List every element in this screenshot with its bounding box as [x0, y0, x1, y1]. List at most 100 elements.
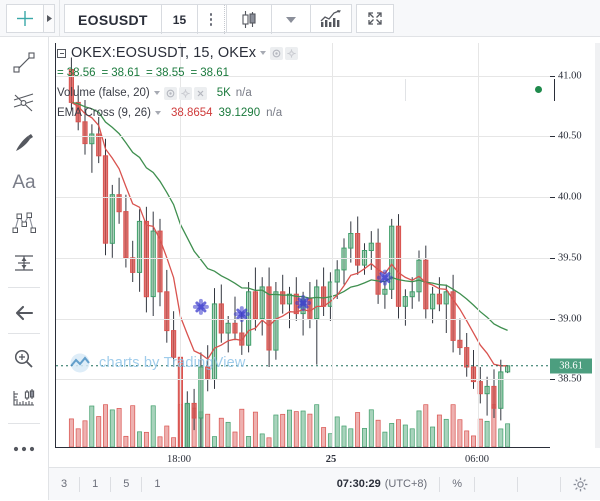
- candlestick-plot[interactable]: [56, 43, 550, 448]
- price-axis[interactable]: 41.00 40.50 40.00 39.50 39.00 38.50 38.61: [550, 43, 594, 448]
- price-tick: [550, 379, 555, 381]
- auto-scale-button[interactable]: [518, 468, 560, 501]
- eye-icon[interactable]: [163, 86, 177, 100]
- fullscreen-button[interactable]: [356, 4, 394, 33]
- volume-bar: [273, 414, 279, 447]
- volume-bar: [252, 411, 258, 447]
- text-tool[interactable]: Aa: [0, 163, 48, 203]
- volume-bar: [103, 404, 108, 447]
- ohlc-sep-high: =: [101, 67, 109, 79]
- volume-bar: [89, 405, 95, 447]
- candle-body: [225, 322, 231, 334]
- divider: [197, 5, 199, 34]
- candle-body: [457, 339, 463, 349]
- interval-more-button[interactable]: [198, 5, 224, 34]
- indicators-button[interactable]: [310, 4, 352, 33]
- divider: [224, 5, 226, 34]
- ema-study-name[interactable]: EMA Cross (9, 26): [57, 107, 151, 119]
- toolbar-divider: [8, 423, 40, 424]
- market-open-dot: [535, 86, 542, 93]
- price-label: 40.50: [558, 130, 582, 142]
- candle-body: [436, 293, 442, 305]
- chart-pane[interactable]: [55, 43, 550, 448]
- interval-button[interactable]: 15: [172, 12, 187, 27]
- candle-body: [218, 303, 224, 334]
- price-range-icon: [15, 255, 33, 271]
- close-x-icon[interactable]: [193, 86, 207, 100]
- symbol-button[interactable]: EOSUSDT: [78, 11, 148, 28]
- volume-study-name[interactable]: Volume (false, 20): [57, 87, 150, 99]
- price-axis-scrollbar[interactable]: [595, 43, 600, 448]
- candle-body: [150, 230, 156, 298]
- ohlc-open: 38.56: [66, 67, 96, 79]
- candle-body: [198, 366, 204, 419]
- fib-retracement-tool[interactable]: [0, 83, 48, 123]
- chart-settings-button[interactable]: [561, 468, 600, 501]
- chevron-down-icon[interactable]: [153, 91, 160, 95]
- chart-style-dropdown-button[interactable]: [272, 5, 310, 34]
- legend-divider-right: [554, 79, 555, 101]
- range-button-3[interactable]: 3: [61, 478, 68, 490]
- time-label: 06:00: [465, 454, 489, 465]
- eye-icon[interactable]: [270, 46, 284, 60]
- zoom-tool[interactable]: [0, 339, 48, 379]
- clock-display[interactable]: 07:30:29 (UTC+8): [333, 468, 432, 501]
- volume-bar: [355, 412, 361, 447]
- three-dots-horizontal-icon: [13, 446, 35, 452]
- range-button-1y[interactable]: 1: [154, 478, 161, 490]
- gear-icon[interactable]: [178, 86, 192, 100]
- crosshair-expand-button[interactable]: [44, 4, 55, 33]
- bottom-status-bar: 3 1 5 1 07:30:29 (UTC+8) %: [49, 467, 600, 500]
- ema-fast-value: 38.8654: [170, 107, 213, 119]
- volume-bar: [205, 413, 211, 447]
- crosshair-tool-button[interactable]: [6, 4, 44, 33]
- brush-icon: [16, 134, 33, 151]
- volume-bar: [130, 405, 136, 447]
- left-drawing-toolbar: Aa: [0, 37, 49, 500]
- candle-body: [491, 385, 497, 409]
- candle-body: [375, 242, 381, 295]
- ema-cross-marker: [233, 306, 250, 323]
- pattern-tool[interactable]: [0, 203, 48, 243]
- candle-body: [136, 220, 143, 273]
- candle-body: [389, 225, 395, 290]
- undo-tool[interactable]: [0, 293, 48, 333]
- candle-body: [334, 269, 340, 283]
- more-tools-button[interactable]: [0, 429, 48, 469]
- candle-body: [89, 133, 95, 145]
- current-price-badge[interactable]: 38.61: [550, 358, 592, 374]
- range-button-5[interactable]: 5: [123, 478, 130, 490]
- chevron-down-icon[interactable]: [154, 111, 161, 115]
- chevron-down-icon[interactable]: [260, 51, 267, 55]
- candle-body: [157, 230, 163, 293]
- percent-scale-button[interactable]: %: [452, 478, 462, 490]
- candle-body: [450, 291, 456, 341]
- toolbar-divider: [8, 333, 40, 334]
- three-dots-vertical-icon: [209, 13, 213, 26]
- chart-style-group: [226, 4, 311, 34]
- top-toolbar: EOSUSDT 15: [0, 0, 600, 37]
- range-button-1m[interactable]: 1: [92, 478, 99, 490]
- gear-icon[interactable]: [285, 46, 299, 60]
- range-tool[interactable]: [0, 243, 48, 283]
- candle-body: [171, 330, 177, 358]
- chevron-down-icon: [286, 16, 296, 23]
- volume-bar: [430, 426, 436, 447]
- gridline-horizontal: [56, 197, 550, 199]
- chart-style-button[interactable]: [227, 5, 271, 34]
- minus-box-icon[interactable]: [57, 48, 66, 58]
- legend-title[interactable]: OKEX:EOSUSDT, 15, OKEx: [71, 45, 257, 61]
- magnifier-plus-icon: [14, 349, 33, 368]
- price-tick: [550, 257, 555, 259]
- arrow-left-icon: [15, 305, 34, 321]
- price-tick: [550, 75, 555, 77]
- volume-value: 5K: [216, 87, 231, 99]
- gridline-horizontal: [56, 257, 550, 259]
- candle-body: [75, 101, 81, 123]
- log-scale-button[interactable]: [475, 468, 517, 501]
- candle-body: [259, 286, 265, 319]
- brush-tool[interactable]: [0, 123, 48, 163]
- trend-line-tool[interactable]: [0, 43, 48, 83]
- measure-tool[interactable]: [0, 379, 48, 419]
- volume-bar: [314, 404, 320, 447]
